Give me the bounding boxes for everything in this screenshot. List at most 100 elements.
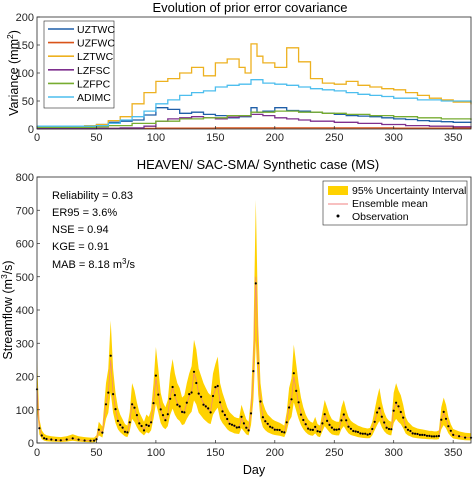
x-tick-label: 0 bbox=[34, 132, 40, 144]
observation-point bbox=[399, 410, 402, 414]
observation-point bbox=[107, 391, 110, 394]
legend-label-uncertainty: 95% Uncertainty Interval bbox=[352, 185, 466, 197]
observation-point bbox=[114, 408, 117, 411]
observation-point bbox=[288, 406, 291, 409]
observation-point bbox=[304, 423, 307, 426]
observation-point bbox=[328, 423, 331, 426]
observation-point bbox=[264, 420, 267, 423]
observation-point bbox=[164, 419, 167, 422]
observation-point bbox=[406, 428, 410, 431]
covariance-y-axis-label: Variance (mm2) bbox=[5, 30, 21, 116]
observation-point bbox=[54, 439, 58, 442]
observation-point bbox=[442, 410, 445, 413]
observation-point bbox=[271, 426, 274, 429]
observation-point bbox=[423, 433, 426, 437]
observation-point bbox=[207, 407, 210, 410]
x-tick-label: 200 bbox=[266, 132, 284, 144]
observation-point bbox=[228, 422, 231, 425]
observation-point bbox=[261, 416, 264, 419]
series-line-lzfpc bbox=[37, 110, 472, 128]
observation-point bbox=[93, 439, 96, 442]
observation-point bbox=[458, 435, 461, 438]
observation-point bbox=[359, 432, 362, 435]
observation-point bbox=[190, 391, 193, 394]
observation-point bbox=[101, 431, 104, 434]
observation-point bbox=[97, 428, 100, 431]
legend-label-adimc: ADIMC bbox=[77, 92, 111, 104]
stat-reliability: Reliability = 0.83 bbox=[52, 190, 133, 202]
observation-point bbox=[414, 432, 417, 435]
observation-point bbox=[290, 398, 293, 401]
observation-point bbox=[361, 432, 364, 435]
observation-point bbox=[112, 393, 115, 396]
observation-point bbox=[376, 411, 379, 414]
observation-point bbox=[226, 417, 229, 421]
observation-point bbox=[378, 407, 381, 410]
observation-point bbox=[95, 438, 98, 441]
observation-point bbox=[200, 395, 203, 398]
observation-point bbox=[354, 430, 357, 433]
observation-point bbox=[266, 422, 269, 425]
observation-point bbox=[121, 426, 124, 429]
y-tick-label: 150 bbox=[16, 40, 34, 52]
observation-point bbox=[356, 430, 360, 434]
observation-point bbox=[444, 417, 448, 420]
observation-point bbox=[273, 428, 276, 431]
x-tick-label: 300 bbox=[385, 132, 403, 144]
observation-point bbox=[311, 428, 314, 431]
observation-point bbox=[214, 386, 217, 389]
observation-point bbox=[449, 429, 452, 432]
observation-points bbox=[35, 282, 473, 442]
observation-point bbox=[316, 430, 319, 433]
observation-point bbox=[216, 384, 219, 388]
observation-point bbox=[219, 401, 222, 404]
covariance-x-ticks: 0 50 100 150 200 250 300 350 bbox=[34, 126, 462, 144]
streamflow-plot bbox=[35, 199, 473, 443]
observation-point bbox=[140, 424, 143, 428]
uncertainty-band bbox=[37, 199, 471, 443]
observation-point bbox=[176, 403, 179, 406]
y-tick-label: 600 bbox=[16, 239, 34, 251]
observation-point bbox=[333, 428, 336, 431]
x-tick-label: 0 bbox=[34, 447, 40, 459]
observation-point bbox=[252, 370, 255, 373]
observation-point bbox=[437, 434, 440, 438]
observation-point bbox=[392, 409, 395, 412]
observation-point bbox=[295, 389, 298, 392]
y-tick-label: 500 bbox=[16, 272, 34, 284]
series-line-uztwc bbox=[37, 107, 472, 129]
observation-point bbox=[202, 403, 205, 406]
observation-point bbox=[135, 414, 138, 417]
observation-point bbox=[183, 411, 186, 414]
observation-point bbox=[404, 426, 407, 429]
observation-point bbox=[342, 413, 345, 416]
observation-point bbox=[425, 434, 429, 437]
observation-point bbox=[247, 429, 250, 432]
observation-point bbox=[276, 428, 279, 431]
observation-point bbox=[409, 429, 412, 433]
observation-point bbox=[366, 433, 369, 436]
observation-point bbox=[65, 438, 68, 441]
fit-statistics: Reliability = 0.83 ER95 = 3.6% NSE = 0.9… bbox=[52, 190, 136, 271]
y-tick-label: 400 bbox=[16, 305, 34, 317]
observation-point bbox=[45, 437, 48, 441]
x-tick-label: 350 bbox=[444, 132, 462, 144]
observation-point bbox=[302, 418, 305, 422]
observation-point bbox=[223, 413, 226, 417]
observation-point bbox=[421, 433, 424, 436]
streamflow-y-axis-label: Streamflow (m3/s) bbox=[0, 260, 15, 359]
stat-kge: KGE = 0.91 bbox=[52, 241, 109, 253]
observation-point bbox=[119, 423, 122, 426]
streamflow-x-ticks: 0 50 100 150 200 250 300 350 bbox=[34, 440, 462, 459]
observation-point bbox=[433, 435, 436, 438]
streamflow-y-ticks: 0 100 200 300 400 500 600 700 800 bbox=[16, 172, 40, 450]
observation-point bbox=[428, 434, 431, 437]
stat-mab: MAB = 8.18 m3/s bbox=[52, 257, 136, 271]
legend-label-mean: Ensemble mean bbox=[352, 198, 428, 210]
y-tick-label: 100 bbox=[16, 68, 34, 80]
observation-point bbox=[307, 427, 310, 430]
observation-point bbox=[40, 434, 43, 437]
observation-point bbox=[323, 413, 326, 416]
